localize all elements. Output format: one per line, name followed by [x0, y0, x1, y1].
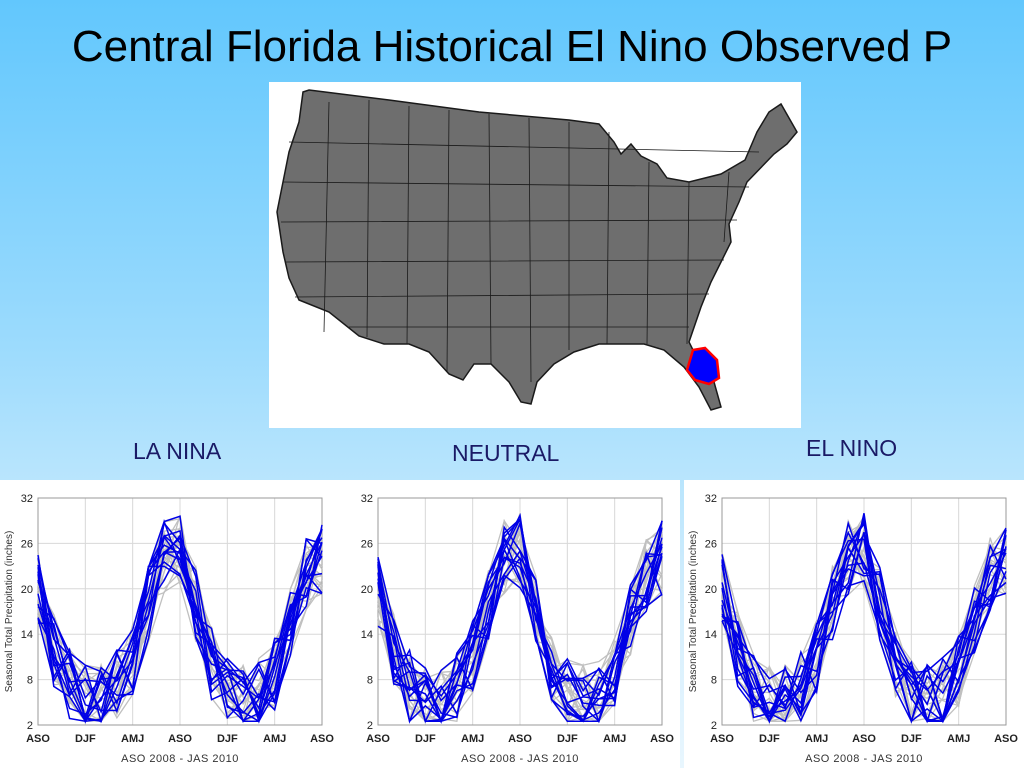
x-tick-label: ASO	[508, 733, 532, 745]
y-tick-label: 8	[27, 675, 33, 687]
x-tick-label: DJF	[557, 733, 578, 745]
x-tick-label: ASO	[310, 733, 334, 745]
el-nino-chart: 2 8 14 20 26 32 ASO DJF AMJ ASO DJF AMJ ASO ASO 2008 …	[684, 480, 1024, 768]
el-nino-label: EL NINO	[806, 435, 898, 461]
x-tick-label: DJF	[217, 733, 238, 745]
plot-frame	[721, 497, 1007, 726]
x-axis-label: ASO 2008 - JAS 2010	[805, 753, 923, 765]
event-year-series	[377, 512, 663, 722]
all-years-series	[377, 536, 663, 712]
y-axis-label: Seasonal Total Precipitation (inches)	[688, 531, 699, 693]
event-year-series	[721, 548, 1007, 723]
event-year-series	[721, 522, 1007, 724]
event-year-series	[377, 546, 663, 724]
y-tick-label: 20	[21, 584, 33, 596]
event-year-series	[721, 527, 1007, 721]
x-tick-label: ASO	[994, 733, 1018, 745]
all-years-series	[721, 554, 1007, 723]
neutral-chart-svg: 2 8 14 20 26 32 ASO DJF AMJ ASO DJF AMJ ASO ASO 2008 …	[361, 493, 675, 765]
y-axis-label: Seasonal Total Precipitation (inches)	[4, 531, 15, 693]
x-tick-label: AMJ	[947, 733, 970, 745]
event-year-series	[37, 521, 323, 723]
neutral-label: NEUTRAL	[452, 440, 560, 466]
x-tick-label: ASO	[852, 733, 876, 745]
x-axis-label: ASO 2008 - JAS 2010	[121, 753, 239, 765]
us-map	[269, 82, 801, 428]
us-climate-division-map	[276, 89, 798, 411]
x-tick-label: ASO	[710, 733, 734, 745]
x-tick-label: ASO	[366, 733, 390, 745]
x-tick-label: DJF	[901, 733, 922, 745]
x-tick-label: DJF	[75, 733, 96, 745]
event-year-series	[721, 559, 1007, 723]
all-years-series	[721, 549, 1007, 724]
event-year-series	[37, 534, 323, 720]
x-tick-label: DJF	[415, 733, 436, 745]
y-tick-label: 14	[361, 629, 373, 641]
event-year-series	[721, 515, 1007, 710]
slide-title: Central Florida Historical El Nino Obser…	[71, 22, 953, 71]
x-tick-label: DJF	[759, 733, 780, 745]
y-tick-label: 32	[361, 493, 373, 505]
y-tick-label: 26	[361, 538, 373, 550]
central-florida-division	[685, 346, 721, 386]
y-tick-label: 20	[705, 584, 717, 596]
la-nina-chart-svg: 2 8 14 20 26 32 ASO DJF AMJ ASO DJF AMJ ASO ASO 2008 …	[4, 493, 334, 765]
division-borders	[280, 99, 760, 383]
el-nino-chart-svg: 2 8 14 20 26 32 ASO DJF AMJ ASO DJF AMJ ASO ASO 2008 …	[688, 493, 1018, 765]
la-nina-chart: 2 8 14 20 26 32 ASO DJF AMJ ASO DJF AMJ ASO ASO 2008 …	[0, 480, 340, 768]
y-tick-label: 2	[711, 720, 717, 732]
y-tick-label: 26	[21, 538, 33, 550]
y-tick-label: 2	[27, 720, 33, 732]
plot-frame	[377, 497, 663, 726]
y-tick-label: 32	[21, 493, 33, 505]
x-tick-label: ASO	[168, 733, 192, 745]
event-year-series	[377, 525, 663, 724]
y-tick-label: 8	[711, 675, 717, 687]
x-tick-label: AMJ	[263, 733, 286, 745]
event-year-series	[37, 542, 323, 722]
la-nina-label: LA NINA	[133, 438, 222, 464]
x-tick-label: AMJ	[121, 733, 144, 745]
y-tick-label: 14	[21, 629, 33, 641]
x-tick-label: ASO	[650, 733, 674, 745]
y-tick-label: 2	[367, 720, 373, 732]
us-landmass	[276, 89, 798, 411]
y-tick-label: 14	[705, 629, 717, 641]
event-year-series	[377, 536, 663, 723]
event-year-series	[377, 521, 663, 724]
x-tick-label: AMJ	[805, 733, 828, 745]
event-year-series	[721, 513, 1007, 724]
y-tick-label: 32	[705, 493, 717, 505]
x-tick-label: AMJ	[603, 733, 626, 745]
y-tick-label: 8	[367, 675, 373, 687]
x-tick-label: ASO	[26, 733, 50, 745]
y-tick-label: 26	[705, 538, 717, 550]
x-tick-label: AMJ	[461, 733, 484, 745]
x-axis-label: ASO 2008 - JAS 2010	[461, 753, 579, 765]
neutral-chart: 2 8 14 20 26 32 ASO DJF AMJ ASO DJF AMJ ASO ASO 2008 …	[340, 480, 680, 768]
y-tick-label: 20	[361, 584, 373, 596]
